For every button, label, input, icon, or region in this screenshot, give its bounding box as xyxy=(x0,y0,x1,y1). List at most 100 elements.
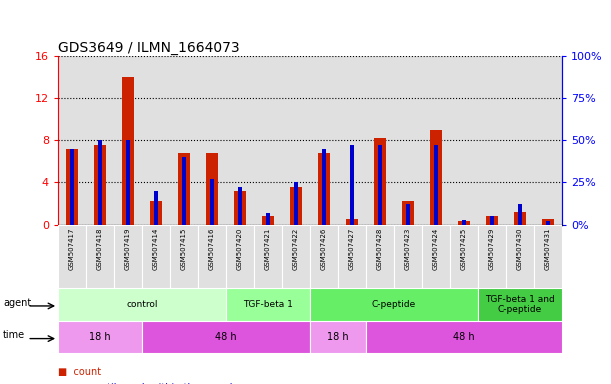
Bar xyxy=(142,225,170,288)
Bar xyxy=(450,225,478,288)
Text: C-peptide: C-peptide xyxy=(372,300,416,309)
Bar xyxy=(374,138,386,225)
Bar xyxy=(310,321,366,353)
Bar xyxy=(142,56,170,225)
Text: ■  percentile rank within the sample: ■ percentile rank within the sample xyxy=(58,383,238,384)
Text: GSM507425: GSM507425 xyxy=(461,228,467,270)
Bar xyxy=(422,56,450,225)
Bar xyxy=(58,56,86,225)
Bar xyxy=(534,56,562,225)
Bar xyxy=(234,191,246,225)
Bar xyxy=(430,130,442,225)
Bar xyxy=(294,182,298,225)
Text: ■  count: ■ count xyxy=(58,367,101,377)
Bar xyxy=(394,225,422,288)
Bar xyxy=(322,149,326,225)
Text: 48 h: 48 h xyxy=(215,332,237,342)
Bar xyxy=(310,288,478,321)
Text: agent: agent xyxy=(3,298,31,308)
Bar xyxy=(318,153,331,225)
Bar xyxy=(70,149,74,225)
Text: GSM507421: GSM507421 xyxy=(265,228,271,270)
Bar xyxy=(58,321,142,353)
Bar xyxy=(546,221,551,225)
Bar xyxy=(182,157,186,225)
Text: GSM507428: GSM507428 xyxy=(377,228,383,270)
Bar xyxy=(170,56,198,225)
Text: time: time xyxy=(3,330,25,340)
Text: GSM507429: GSM507429 xyxy=(489,228,495,270)
Bar xyxy=(86,225,114,288)
Text: GSM507424: GSM507424 xyxy=(433,228,439,270)
Bar xyxy=(114,56,142,225)
Text: GSM507419: GSM507419 xyxy=(125,228,131,270)
Text: TGF-beta 1: TGF-beta 1 xyxy=(243,300,293,309)
Bar xyxy=(478,225,506,288)
Bar xyxy=(394,56,422,225)
Text: GSM507422: GSM507422 xyxy=(293,228,299,270)
Bar xyxy=(282,56,310,225)
Text: GSM507420: GSM507420 xyxy=(237,228,243,270)
Bar xyxy=(282,225,310,288)
Bar xyxy=(226,288,310,321)
Bar xyxy=(462,220,466,225)
Text: GSM507417: GSM507417 xyxy=(69,228,75,270)
Bar xyxy=(98,140,102,225)
Bar xyxy=(366,56,394,225)
Bar xyxy=(86,56,114,225)
Bar xyxy=(478,288,562,321)
Bar xyxy=(58,225,86,288)
Bar xyxy=(150,202,163,225)
Text: GSM507414: GSM507414 xyxy=(153,228,159,270)
Bar xyxy=(518,204,522,225)
Bar xyxy=(206,153,218,225)
Text: GSM507426: GSM507426 xyxy=(321,228,327,270)
Bar xyxy=(238,187,242,225)
Bar xyxy=(402,202,414,225)
Bar xyxy=(542,219,554,225)
Bar xyxy=(346,219,359,225)
Text: TGF-beta 1 and
C-peptide: TGF-beta 1 and C-peptide xyxy=(485,295,555,314)
Bar xyxy=(93,146,106,225)
Bar xyxy=(486,216,499,225)
Text: GSM507423: GSM507423 xyxy=(405,228,411,270)
Bar xyxy=(126,140,130,225)
Bar xyxy=(114,225,142,288)
Bar xyxy=(434,145,438,225)
Bar xyxy=(58,288,226,321)
Bar xyxy=(266,213,270,225)
Bar xyxy=(506,225,534,288)
Bar xyxy=(254,56,282,225)
Bar xyxy=(490,216,494,225)
Bar xyxy=(66,149,78,225)
Text: 18 h: 18 h xyxy=(89,332,111,342)
Text: control: control xyxy=(126,300,158,309)
Bar xyxy=(378,145,382,225)
Bar xyxy=(458,222,470,225)
Text: GSM507418: GSM507418 xyxy=(97,228,103,270)
Bar xyxy=(422,225,450,288)
Bar xyxy=(154,191,158,225)
Bar xyxy=(366,321,562,353)
Text: 48 h: 48 h xyxy=(453,332,475,342)
Bar xyxy=(226,56,254,225)
Bar xyxy=(450,56,478,225)
Bar xyxy=(514,212,527,225)
Bar xyxy=(310,225,338,288)
Bar xyxy=(338,225,366,288)
Text: GSM507430: GSM507430 xyxy=(517,228,523,270)
Bar xyxy=(178,153,191,225)
Bar xyxy=(290,187,302,225)
Bar xyxy=(170,225,198,288)
Text: GDS3649 / ILMN_1664073: GDS3649 / ILMN_1664073 xyxy=(58,41,240,55)
Bar xyxy=(534,225,562,288)
Bar xyxy=(254,225,282,288)
Bar xyxy=(142,321,310,353)
Text: GSM507415: GSM507415 xyxy=(181,228,187,270)
Text: GSM507431: GSM507431 xyxy=(545,228,551,270)
Bar xyxy=(122,77,134,225)
Text: GSM507427: GSM507427 xyxy=(349,228,355,270)
Bar xyxy=(198,225,226,288)
Bar xyxy=(506,56,534,225)
Text: GSM507416: GSM507416 xyxy=(209,228,215,270)
